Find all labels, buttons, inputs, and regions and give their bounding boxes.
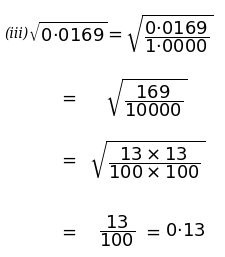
Text: $=$: $=$ bbox=[58, 150, 77, 168]
Text: $\dfrac{13}{100}$: $\dfrac{13}{100}$ bbox=[99, 214, 135, 249]
Text: $\sqrt{0{\cdot}0169}$: $\sqrt{0{\cdot}0169}$ bbox=[28, 21, 107, 45]
Text: $\sqrt{\dfrac{13 \times 13}{100 \times 100}}$: $\sqrt{\dfrac{13 \times 13}{100 \times 1… bbox=[88, 138, 204, 181]
Text: $=$: $=$ bbox=[58, 222, 77, 240]
Text: $0{\cdot}13$: $0{\cdot}13$ bbox=[164, 222, 205, 240]
Text: $\sqrt{\dfrac{0{\cdot}0169}{1{\cdot}0000}}$: $\sqrt{\dfrac{0{\cdot}0169}{1{\cdot}0000… bbox=[125, 12, 213, 55]
Text: $=$: $=$ bbox=[142, 222, 160, 240]
Text: $\sqrt{\dfrac{169}{10000}}$: $\sqrt{\dfrac{169}{10000}}$ bbox=[105, 76, 187, 119]
Text: $=$: $=$ bbox=[58, 89, 77, 107]
Text: (iii): (iii) bbox=[4, 26, 29, 40]
Text: $=$: $=$ bbox=[103, 24, 122, 42]
